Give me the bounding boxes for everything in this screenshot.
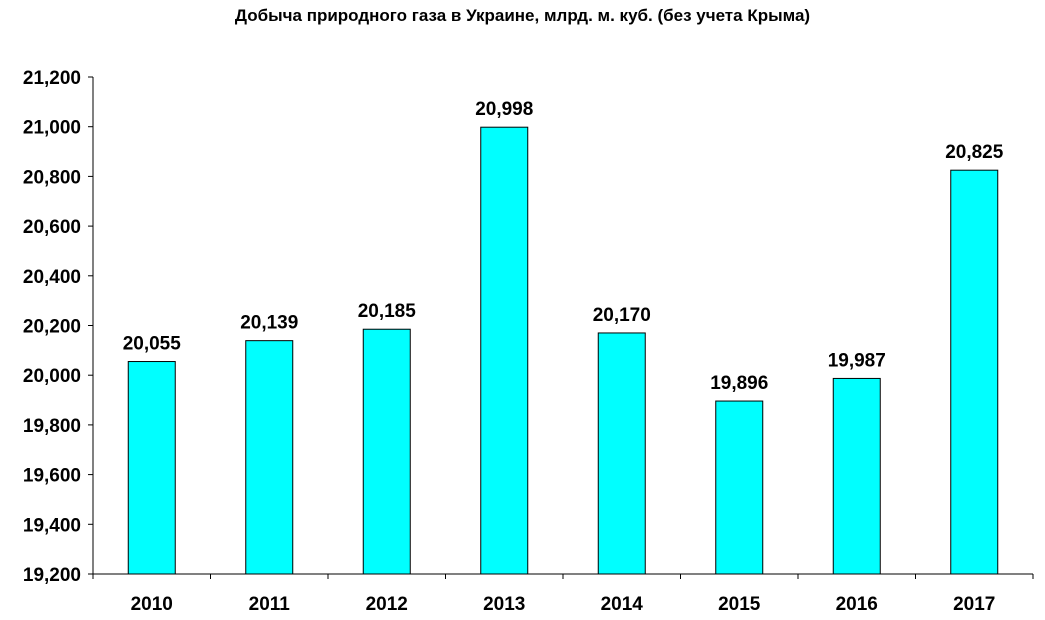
data-label-2011: 20,139	[240, 313, 298, 334]
data-label-2010: 20,055	[123, 334, 182, 355]
y-tick-label: 20,200	[23, 317, 81, 338]
data-label-2012: 20,185	[358, 301, 417, 322]
y-tick-label: 20,000	[23, 366, 81, 387]
bar-2013	[480, 126, 529, 575]
data-label-2013: 20,998	[475, 99, 533, 120]
x-tick-label-2016: 2016	[836, 594, 878, 615]
data-label-2016: 19,987	[828, 350, 886, 371]
y-tick-label: 19,800	[23, 416, 81, 437]
bar-2017	[950, 169, 999, 575]
y-tick-label: 19,600	[23, 466, 81, 487]
chart-title: Добыча природного газа в Украине, млрд. …	[234, 6, 811, 25]
bar-2016	[832, 377, 881, 575]
bar-2014	[597, 332, 646, 575]
x-tick-label-2013: 2013	[483, 594, 525, 615]
x-tick-label-2012: 2012	[366, 594, 408, 615]
y-tick-label: 19,200	[23, 565, 81, 586]
y-tick-label: 21,000	[23, 118, 81, 139]
bar-2012	[362, 328, 411, 575]
bar-2015	[715, 400, 764, 575]
y-tick-label: 21,200	[23, 68, 81, 89]
x-tick-label-2010: 2010	[131, 594, 173, 615]
bar-2011	[245, 340, 294, 575]
x-tick-label-2015: 2015	[718, 594, 761, 615]
x-tick-label-2014: 2014	[601, 594, 644, 615]
data-label-2014: 20,170	[593, 305, 651, 326]
y-tick-label: 19,400	[23, 515, 81, 536]
y-tick-label: 20,800	[23, 167, 81, 188]
bar-2010	[127, 361, 176, 575]
y-tick-label: 20,400	[23, 267, 81, 288]
x-tick-label-2011: 2011	[249, 594, 291, 615]
x-tick-label-2017: 2017	[953, 594, 995, 615]
data-label-2015: 19,896	[710, 373, 768, 394]
y-tick-label: 20,600	[23, 217, 81, 238]
data-label-2017: 20,825	[945, 142, 1004, 163]
